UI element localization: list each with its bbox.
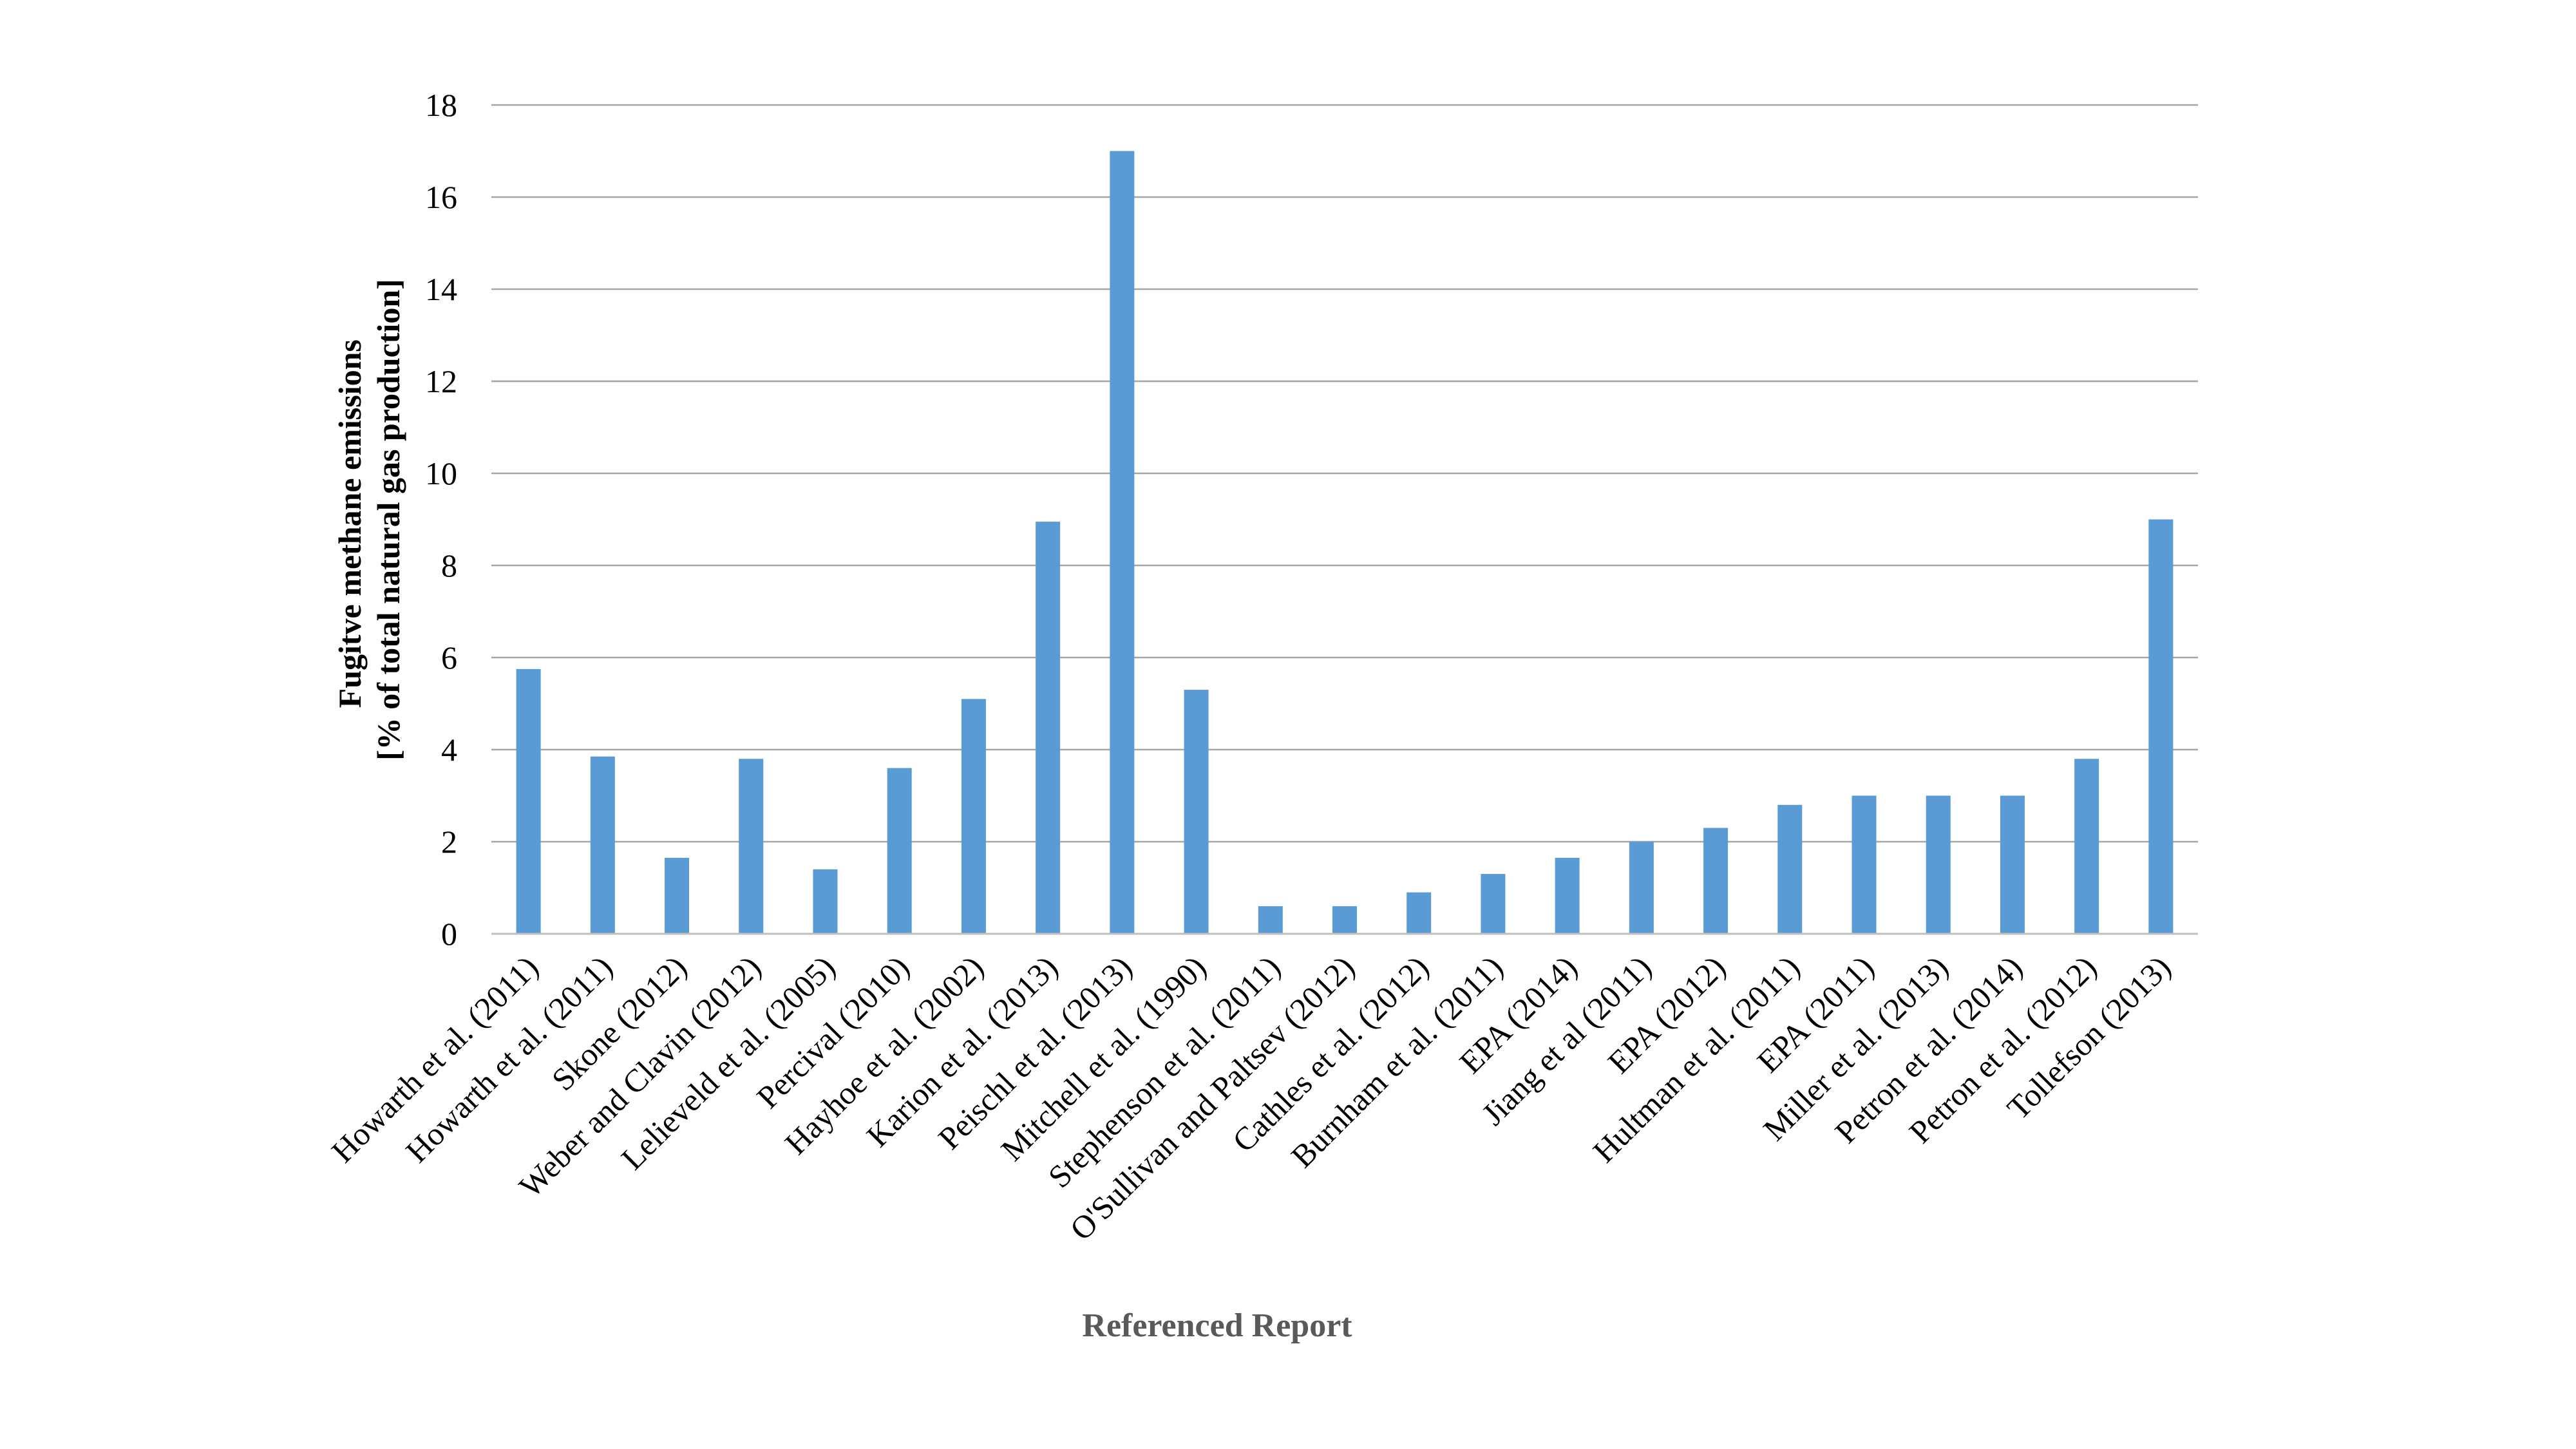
bar xyxy=(1184,690,1209,934)
x-axis-title: Referenced Report xyxy=(1082,1307,1352,1344)
y-tick-label: 16 xyxy=(425,179,457,215)
y-tick-label: 12 xyxy=(425,363,457,399)
y-axis-ticks: 0 2 4 6 8 10 12 14 16 18 xyxy=(425,87,457,952)
bar xyxy=(1703,828,1728,934)
bar xyxy=(590,756,615,934)
y-axis-title-line-1: Fugitve methane emissions xyxy=(332,339,368,708)
bars xyxy=(516,151,2174,934)
y-tick-label: 14 xyxy=(425,271,457,307)
bar xyxy=(1481,874,1506,934)
bar xyxy=(961,699,986,934)
y-tick-label: 2 xyxy=(441,824,457,860)
bar xyxy=(813,869,838,934)
bar xyxy=(2074,759,2099,934)
bar xyxy=(1926,795,1951,934)
y-tick-label: 8 xyxy=(441,547,457,583)
bar xyxy=(1629,842,1654,934)
bar xyxy=(1852,795,1877,934)
bar xyxy=(665,858,690,934)
y-tick-label: 18 xyxy=(425,87,457,123)
bar xyxy=(1406,892,1432,934)
bar xyxy=(516,668,541,934)
y-tick-label: 6 xyxy=(441,639,457,676)
y-tick-label: 0 xyxy=(441,916,457,952)
bar xyxy=(1332,906,1357,934)
gridlines xyxy=(491,104,2198,843)
bar xyxy=(1036,522,1061,934)
bar xyxy=(887,768,912,934)
bar xyxy=(2000,795,2025,934)
bar xyxy=(1258,906,1283,934)
x-axis-category-labels: Howarth et al. (2011)Howarth et al. (201… xyxy=(325,949,2177,1247)
bar xyxy=(739,759,764,934)
bar xyxy=(1555,858,1580,934)
y-tick-label: 10 xyxy=(425,455,457,491)
bar xyxy=(1110,151,1135,934)
y-axis-title: Fugitve methane emissions [% of total na… xyxy=(332,279,406,761)
bar xyxy=(2148,519,2174,934)
y-axis-title-line-2: [% of total natural gas production] xyxy=(370,279,406,761)
bar xyxy=(1777,804,1803,934)
y-tick-label: 4 xyxy=(441,732,457,768)
